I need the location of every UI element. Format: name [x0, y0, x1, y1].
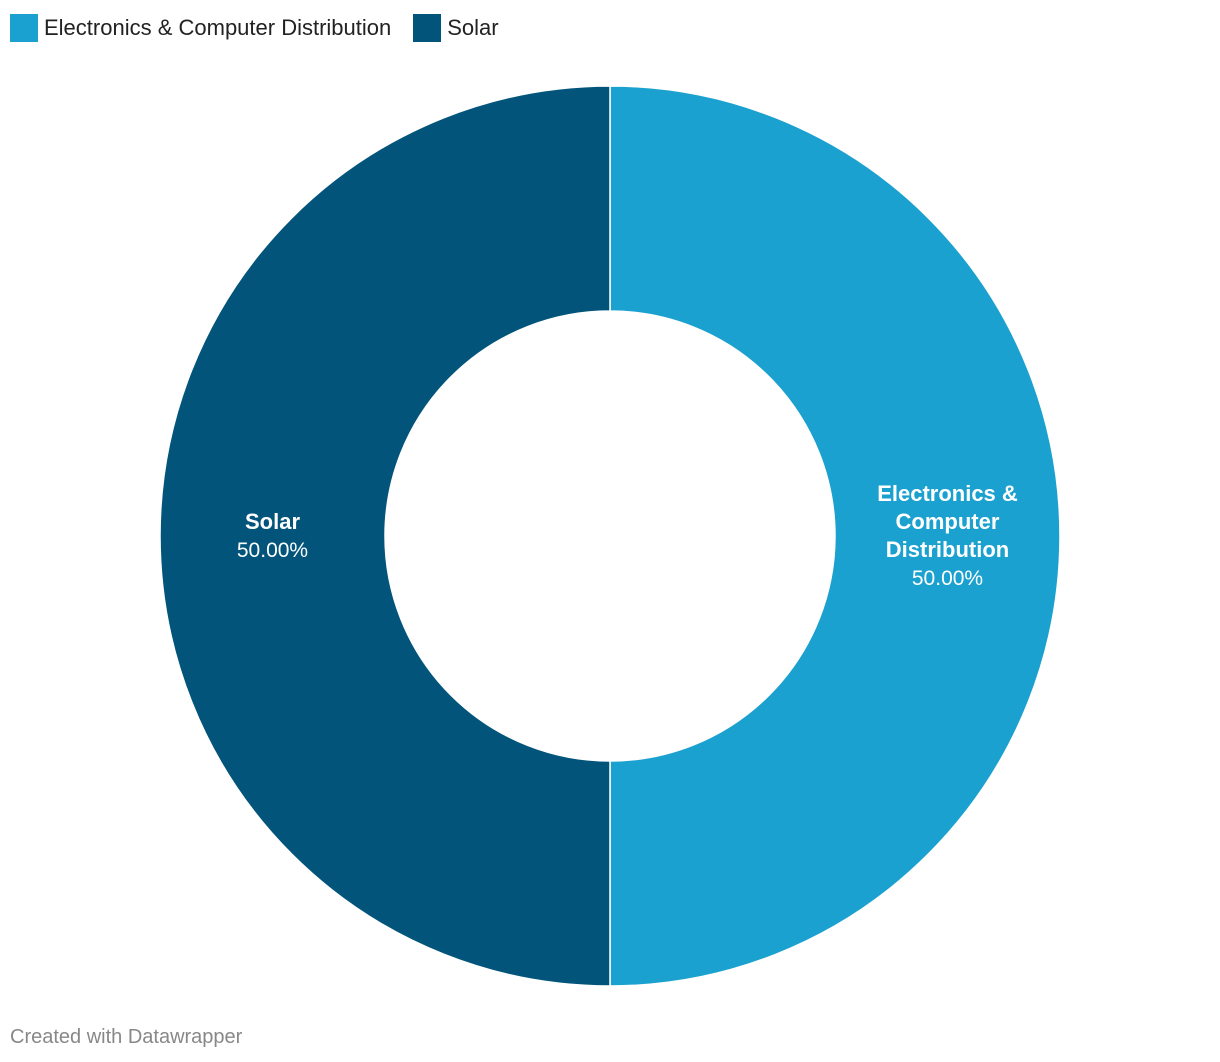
slice-label-1: Solar 50.00%: [237, 509, 308, 562]
chart-legend: Electronics & Computer Distribution Sola…: [10, 14, 499, 42]
legend-swatch-electronics: [10, 14, 38, 42]
footer-credit: Created with Datawrapper: [10, 1026, 243, 1048]
legend-label-electronics: Electronics & Computer Distribution: [44, 15, 392, 40]
slice-value-0: 50.00%: [912, 567, 983, 590]
legend-label-solar: Solar: [447, 15, 499, 40]
donut-slice-1: [159, 85, 611, 987]
legend-swatch-solar: [413, 14, 442, 42]
slice-name-0-line-0: Electronics &: [877, 481, 1018, 506]
slice-value-1: 50.00%: [237, 539, 308, 562]
slice-name-0-line-2: Distribution: [886, 537, 1009, 562]
slice-name-0-line-1: Computer: [896, 509, 1000, 534]
donut-chart: Electronics &ComputerDistribution50.00%S…: [159, 85, 1061, 987]
legend-item-solar: Solar: [413, 14, 499, 42]
legend-item-electronics: Electronics & Computer Distribution: [10, 14, 391, 42]
slice-label-0: Electronics & Computer Distribution 50.00%: [877, 481, 1018, 590]
slice-name-1-line-0: Solar: [245, 509, 300, 534]
donut-slice-0: [609, 85, 1061, 987]
